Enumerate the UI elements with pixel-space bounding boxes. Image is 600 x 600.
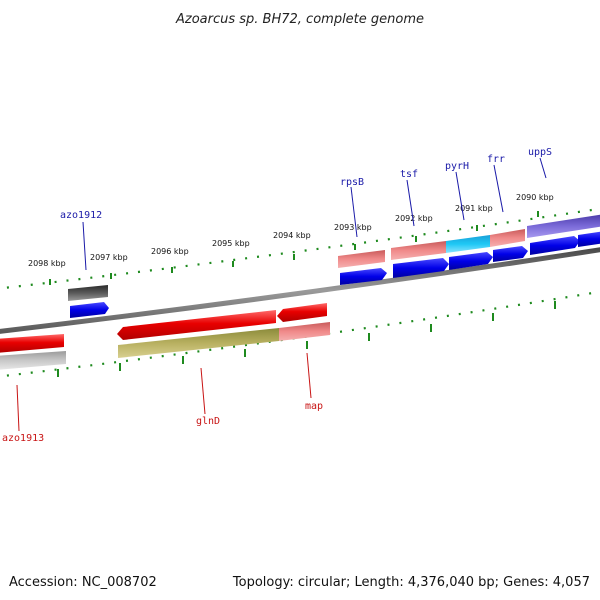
gene-label-map[interactable]: map [305, 401, 323, 412]
gene-label-pyrH[interactable]: pyrH [445, 161, 469, 172]
scale-label: 2090 kbp [516, 193, 554, 202]
summary-text: Topology: circular; Length: 4,376,040 bp… [232, 575, 590, 590]
gene-feature[interactable] [68, 285, 108, 301]
gene-feature[interactable] [0, 351, 66, 370]
reverse-feature-row [0, 322, 330, 370]
reverse-major-ticks [57, 301, 556, 377]
scale-label: 2095 kbp [212, 239, 250, 248]
scale-label: 2096 kbp [151, 247, 189, 256]
map-title: Azoarcus sp. BH72, complete genome [175, 12, 424, 27]
forward-gene-labels: azo1912 rpsB tsf pyrH frr uppS [60, 147, 552, 221]
gene-label-uppS[interactable]: uppS [528, 147, 552, 158]
accession-text: Accession: NC_008702 [9, 575, 157, 590]
forward-scale-arc [0, 207, 600, 290]
scale-label: 2093 kbp [334, 223, 372, 232]
forward-leader-lines [82, 157, 547, 271]
gene-feature[interactable] [279, 322, 330, 341]
gene-feature[interactable] [338, 250, 385, 268]
gene-arrow[interactable] [0, 334, 64, 353]
forward-feature-row [68, 214, 600, 301]
gene-feature[interactable] [490, 229, 525, 247]
reverse-scale-arc [0, 290, 600, 378]
gene-label-azo1913[interactable]: azo1913 [2, 433, 44, 444]
forward-cds-row [70, 231, 600, 318]
gene-arrow[interactable] [70, 302, 109, 318]
gene-arrow[interactable] [578, 231, 600, 247]
scale-label: 2092 kbp [395, 214, 433, 223]
gene-label-azo1912[interactable]: azo1912 [60, 210, 102, 221]
gene-arrow[interactable] [117, 310, 276, 340]
scale-labels: 2098 kbp 2097 kbp 2096 kbp 2095 kbp 2094… [28, 193, 554, 268]
gene-arrow[interactable] [530, 236, 580, 255]
gene-feature[interactable] [391, 241, 446, 260]
forward-major-ticks [49, 211, 539, 285]
gene-label-tsf[interactable]: tsf [400, 169, 418, 180]
scale-label: 2098 kbp [28, 259, 66, 268]
gene-feature[interactable] [527, 214, 600, 238]
reverse-leader-lines [16, 352, 312, 432]
genome-backbone [0, 247, 600, 334]
gene-label-frr[interactable]: frr [487, 154, 505, 165]
reverse-cds-row [0, 303, 327, 353]
reverse-gene-labels: azo1913 glnD map [2, 401, 323, 444]
gene-feature[interactable] [446, 235, 490, 253]
gene-arrow[interactable] [449, 252, 493, 270]
gene-feature[interactable] [118, 328, 279, 358]
gene-label-glnD[interactable]: glnD [196, 416, 220, 427]
gene-arrow[interactable] [340, 268, 387, 285]
scale-label: 2091 kbp [455, 204, 493, 213]
scale-label: 2097 kbp [90, 253, 128, 262]
gene-arrow[interactable] [277, 303, 327, 322]
gene-arrow[interactable] [393, 258, 449, 278]
gene-arrow[interactable] [493, 246, 528, 262]
gene-label-rpsB[interactable]: rpsB [340, 177, 364, 188]
scale-label: 2094 kbp [273, 231, 311, 240]
